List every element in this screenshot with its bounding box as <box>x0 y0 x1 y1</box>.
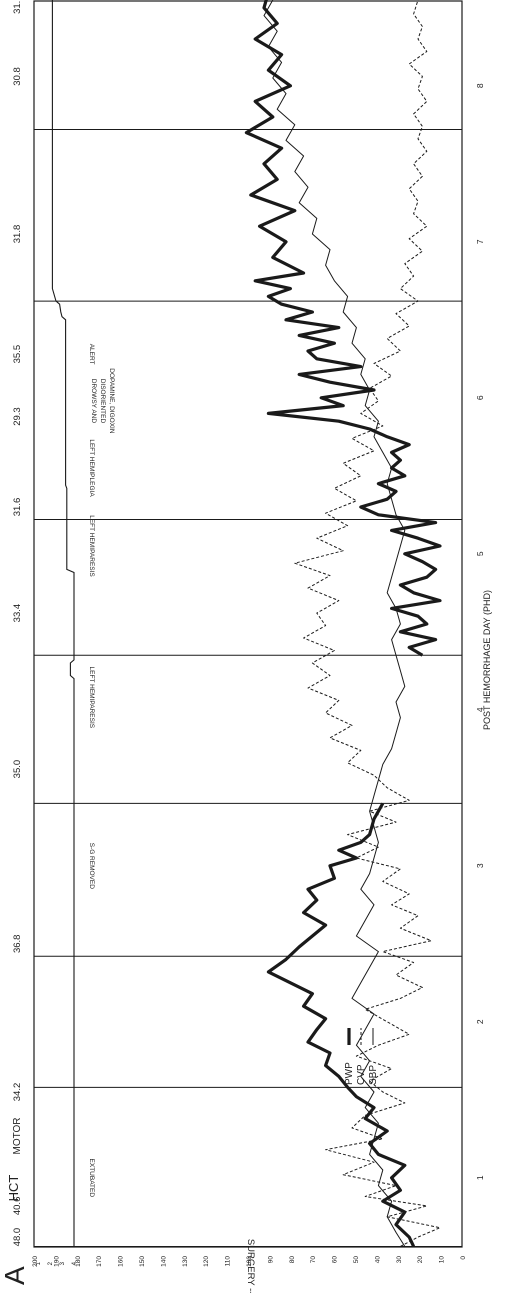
motor-trace <box>51 0 75 1247</box>
day-tick-label: 3 <box>475 863 485 868</box>
plot-frame <box>33 0 463 1248</box>
day-tick-label: 7 <box>475 239 485 244</box>
value-tick-label: 50 <box>353 1256 360 1264</box>
legend-label-sbp: SBP <box>368 1065 379 1085</box>
value-tick-label: 30 <box>396 1256 403 1264</box>
hct-value: 34.2 <box>12 1083 23 1102</box>
value-tick-label: 110 <box>225 1256 232 1267</box>
annotation: LEFT HEMIPARESIS <box>88 667 95 729</box>
value-tick-label: 170 <box>96 1256 103 1267</box>
hct-value: 35.5 <box>12 345 23 364</box>
value-tick-label: 20 <box>417 1256 424 1264</box>
motor-tick-label: 4 <box>72 1261 78 1265</box>
motor-tick-label: 1 <box>36 1261 42 1265</box>
annotation: LEFT HEMIPARESIS <box>88 515 95 577</box>
motor-tick-label: 2 <box>48 1261 54 1265</box>
value-tick-label: 160 <box>118 1256 125 1267</box>
value-tick-label: 40 <box>374 1256 381 1264</box>
series-pwp-line <box>244 0 442 657</box>
hct-value: 29.3 <box>12 407 23 426</box>
motor-axis-label: MOTOR <box>12 1117 23 1154</box>
value-tick-label: 90 <box>267 1256 274 1264</box>
hct-axis-label: HCT <box>6 1175 21 1202</box>
day-axis: 1 2 3 4 5 6 7 8 <box>475 83 485 1180</box>
series-layer <box>244 0 442 1248</box>
annotation: LEFT HEMIPLEGIA <box>88 439 95 497</box>
value-tick-label: 130 <box>182 1256 189 1267</box>
day-tick-label: 5 <box>475 551 485 556</box>
annotation-line: DISORIENTED <box>99 379 106 424</box>
day-grid <box>34 128 462 1247</box>
hct-value: 31.1 <box>12 0 23 14</box>
annotation-surgery: SURGERY ------- <box>245 1239 256 1293</box>
annotation: ALERT <box>88 344 95 365</box>
hct-value: 36.8 <box>12 935 23 954</box>
hct-value: 40.6 <box>12 1197 23 1216</box>
hct-value: 31.6 <box>12 498 23 517</box>
value-tick-label: 10 <box>439 1256 446 1264</box>
x-axis-title: POST HEMORRHAGE DAY (PHD) <box>482 590 492 730</box>
legend-label-pwp: PWP <box>344 1062 355 1085</box>
hct-value: 35.0 <box>12 760 23 779</box>
day-tick-label: 6 <box>475 395 485 400</box>
value-axis: 0 10 20 30 40 50 60 70 80 90 100 110 120 130 140 150 160… <box>32 1256 467 1267</box>
value-tick-label: 80 <box>289 1256 296 1264</box>
hct-row: 48.0 40.6 34.2 36.8 35.0 33.4 31.6 29.3 35.5 31.8… <box>12 0 23 1246</box>
value-tick-label: 120 <box>203 1256 210 1267</box>
value-tick-label: 190 <box>53 1256 60 1267</box>
legend: PWP CVP SBP <box>344 1028 379 1085</box>
hct-value: 33.4 <box>12 604 23 623</box>
value-tick-label: 200 <box>32 1256 39 1267</box>
day-tick-label: 8 <box>475 83 485 88</box>
legend-label-cvp: CVP <box>356 1064 367 1085</box>
series-sbp-line <box>263 0 406 1247</box>
chart-frame <box>33 0 463 1248</box>
value-tick-label: 70 <box>310 1256 317 1264</box>
annotation: EXTUBATED <box>88 1159 95 1198</box>
day-tick-label: 2 <box>475 1019 485 1024</box>
annotation-line: DROWSY AND <box>90 379 97 424</box>
hct-value: 31.8 <box>12 225 23 244</box>
value-tick-label: 150 <box>139 1256 146 1267</box>
value-tick-label: 100 <box>246 1256 253 1267</box>
motor-tick-label: 3 <box>60 1261 66 1265</box>
motor-line <box>51 0 75 1247</box>
annotations: SURGERY ------- EXTUBATED S-G REMOVED LEFT … <box>88 344 256 1293</box>
value-tick-label: 180 <box>75 1256 82 1267</box>
hct-value: 30.8 <box>12 67 23 86</box>
annotation: S-G REMOVED <box>88 843 95 890</box>
value-tick-label: 60 <box>332 1256 339 1264</box>
hct-value: 48.0 <box>12 1228 23 1247</box>
annotation-line: DOPAMINE, DIGOXIN <box>108 368 115 434</box>
day-tick-label: 1 <box>475 1175 485 1180</box>
series-pwp-line <box>266 802 416 1248</box>
value-tick-label: 0 <box>460 1256 467 1260</box>
value-tick-label: 140 <box>160 1256 167 1267</box>
day-tick-label: 4 <box>475 707 485 712</box>
panel-letter: A <box>0 1266 30 1285</box>
